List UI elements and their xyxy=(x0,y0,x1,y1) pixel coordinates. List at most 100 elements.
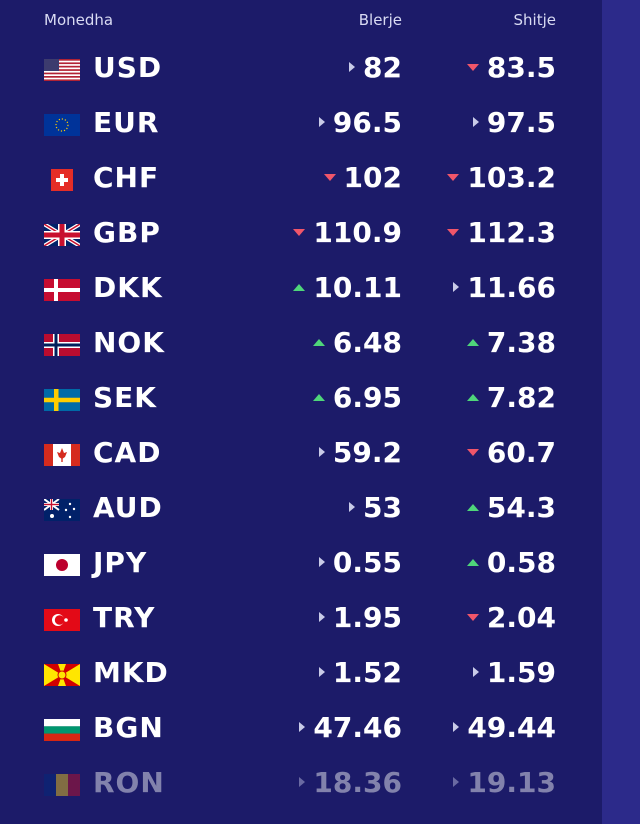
se-flag-icon xyxy=(44,389,80,411)
rate-row-ron: RON 18.36 19.13 xyxy=(0,757,602,812)
currency-code: EUR xyxy=(93,106,160,139)
down-arrow-icon xyxy=(447,173,460,181)
buy-rate: 110.9 xyxy=(293,216,402,249)
down-arrow-icon xyxy=(293,228,306,236)
rate-row-aud: AUD 53 54.3 xyxy=(0,482,602,537)
sell-rate: 7.82 xyxy=(466,381,556,414)
neutral-arrow-icon xyxy=(299,777,306,787)
currency-code: CAD xyxy=(93,436,162,469)
currency-code: DKK xyxy=(93,271,163,304)
neutral-arrow-icon xyxy=(318,447,325,457)
neutral-arrow-icon xyxy=(299,722,306,732)
currency-code: BGN xyxy=(93,711,164,744)
sell-rate: 49.44 xyxy=(453,711,556,744)
us-flag-icon xyxy=(44,59,80,81)
neutral-arrow-icon xyxy=(453,777,460,787)
rate-row-eur: EUR 96.5 97.5 xyxy=(0,97,602,152)
neutral-arrow-icon xyxy=(318,667,325,677)
currency-code: RON xyxy=(93,766,165,799)
scrollbar-track[interactable] xyxy=(602,0,640,824)
currency-code: CHF xyxy=(93,161,160,194)
buy-rate: 1.52 xyxy=(318,656,402,689)
sell-rate: 112.3 xyxy=(447,216,556,249)
rate-row-sek: SEK 6.95 7.82 xyxy=(0,372,602,427)
rate-list: USD 82 83.5 EUR 96.5 97.5 xyxy=(0,42,602,812)
up-arrow-icon xyxy=(466,558,479,566)
buy-column-header: Blerje xyxy=(358,11,402,29)
down-arrow-icon xyxy=(466,448,479,456)
table-header: Monedha Blerje Shitje xyxy=(0,0,602,40)
dk-flag-icon xyxy=(44,279,80,301)
sell-rate: 2.04 xyxy=(466,601,556,634)
rate-row-cad: CAD 59.2 60.7 xyxy=(0,427,602,482)
rate-row-usd: USD 82 83.5 xyxy=(0,42,602,97)
buy-rate: 1.95 xyxy=(318,601,402,634)
rate-row-gbp: GBP 110.9 112.3 xyxy=(0,207,602,262)
sell-rate: 54.3 xyxy=(466,491,556,524)
exchange-rate-panel: Monedha Blerje Shitje USD 82 83.5 xyxy=(0,0,602,812)
currency-code: NOK xyxy=(93,326,165,359)
gb-flag-icon xyxy=(44,224,80,246)
sell-rate: 1.59 xyxy=(472,656,556,689)
neutral-arrow-icon xyxy=(318,557,325,567)
buy-rate: 102 xyxy=(323,161,402,194)
sell-rate: 0.58 xyxy=(466,546,556,579)
currency-code: USD xyxy=(93,51,163,84)
jp-flag-icon xyxy=(44,554,80,576)
rate-row-mkd: MKD 1.52 1.59 xyxy=(0,647,602,702)
ca-flag-icon xyxy=(44,444,80,466)
sell-rate: 11.66 xyxy=(453,271,556,304)
up-arrow-icon xyxy=(466,503,479,511)
buy-rate: 96.5 xyxy=(318,106,402,139)
buy-rate: 6.95 xyxy=(312,381,402,414)
eu-flag-icon xyxy=(44,114,80,136)
up-arrow-icon xyxy=(312,393,325,401)
neutral-arrow-icon xyxy=(349,502,356,512)
ro-flag-icon xyxy=(44,774,80,796)
sell-rate: 60.7 xyxy=(466,436,556,469)
rate-row-nok: NOK 6.48 7.38 xyxy=(0,317,602,372)
buy-rate: 59.2 xyxy=(318,436,402,469)
sell-rate: 103.2 xyxy=(447,161,556,194)
up-arrow-icon xyxy=(293,283,306,291)
sell-rate: 7.38 xyxy=(466,326,556,359)
down-arrow-icon xyxy=(447,228,460,236)
neutral-arrow-icon xyxy=(472,117,479,127)
down-arrow-icon xyxy=(466,613,479,621)
ch-flag-icon xyxy=(44,169,80,191)
buy-rate: 47.46 xyxy=(299,711,402,744)
currency-code: SEK xyxy=(93,381,157,414)
rate-row-bgn: BGN 47.46 49.44 xyxy=(0,702,602,757)
currency-code: AUD xyxy=(93,491,163,524)
buy-rate: 0.55 xyxy=(318,546,402,579)
mk-flag-icon xyxy=(44,664,80,686)
neutral-arrow-icon xyxy=(453,722,460,732)
currency-code: JPY xyxy=(93,546,148,579)
sell-column-header: Shitje xyxy=(513,11,556,29)
buy-rate: 10.11 xyxy=(293,271,402,304)
rate-row-jpy: JPY 0.55 0.58 xyxy=(0,537,602,592)
buy-rate: 6.48 xyxy=(312,326,402,359)
bg-flag-icon xyxy=(44,719,80,741)
currency-column-header: Monedha xyxy=(44,11,114,29)
neutral-arrow-icon xyxy=(318,612,325,622)
currency-code: GBP xyxy=(93,216,161,249)
neutral-arrow-icon xyxy=(453,282,460,292)
sell-rate: 83.5 xyxy=(466,51,556,84)
neutral-arrow-icon xyxy=(472,667,479,677)
rate-row-chf: CHF 102 103.2 xyxy=(0,152,602,207)
down-arrow-icon xyxy=(466,63,479,71)
rate-row-try: TRY 1.95 2.04 xyxy=(0,592,602,647)
au-flag-icon xyxy=(44,499,80,521)
down-arrow-icon xyxy=(323,173,336,181)
sell-rate: 97.5 xyxy=(472,106,556,139)
neutral-arrow-icon xyxy=(318,117,325,127)
up-arrow-icon xyxy=(466,338,479,346)
no-flag-icon xyxy=(44,334,80,356)
sell-rate: 19.13 xyxy=(453,766,556,799)
up-arrow-icon xyxy=(466,393,479,401)
buy-rate: 53 xyxy=(349,491,402,524)
up-arrow-icon xyxy=(312,338,325,346)
tr-flag-icon xyxy=(44,609,80,631)
neutral-arrow-icon xyxy=(349,62,356,72)
